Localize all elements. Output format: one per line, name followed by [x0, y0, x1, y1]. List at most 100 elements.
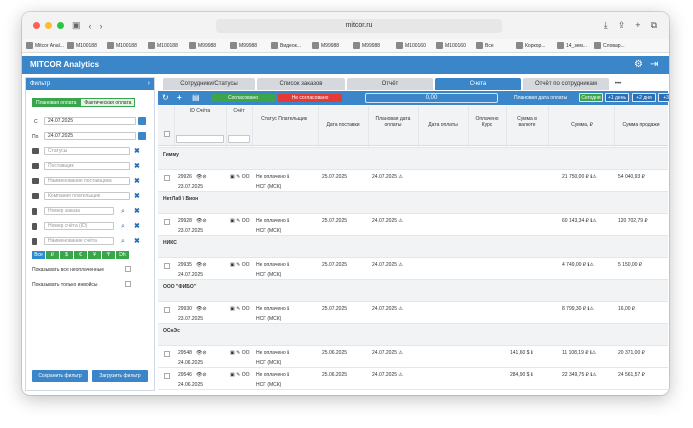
bookmark-item[interactable]: Словар... [594, 42, 625, 49]
table-row[interactable]: 29930 👁⊘ 23.07.2025 ▣ ✎ ОО Не оплачено ℹ НСГ … [158, 301, 668, 323]
supplier-group-header[interactable]: Гимму [158, 147, 668, 169]
table-row[interactable]: 29548 👁⊘ 24.06.2025 ▣ ✎ ОО Не оплачено ℹ НСГ … [158, 345, 668, 367]
tab-staff-report[interactable]: Отчёт по сотрудникам [523, 78, 609, 90]
row-checkbox[interactable] [164, 307, 170, 313]
col-invoice-id[interactable]: ID Счёта [189, 108, 211, 114]
bookmark-item[interactable]: M100188 [148, 42, 178, 49]
tab-more-button[interactable]: ••• [614, 81, 622, 87]
currency-button[interactable]: Dh [116, 251, 129, 259]
tab-staff-statuses[interactable]: Сотрудники/Статусы [163, 78, 255, 90]
today-button[interactable]: Сегодня [579, 93, 603, 102]
bookmark-item[interactable]: M99988 [189, 42, 216, 49]
plus-one-day-button[interactable]: +1 день [605, 93, 629, 102]
plus-two-days-button[interactable]: +2 дня [632, 93, 656, 102]
invoice-actions-icon[interactable]: ▣ ✎ ОО [230, 174, 250, 180]
show-unpaid-checkbox[interactable] [125, 266, 131, 272]
invoice-actions-icon[interactable]: ▣ ✎ ОО [230, 218, 250, 224]
invoice-id-filter[interactable] [176, 135, 224, 143]
chevron-right-icon[interactable]: › [147, 80, 150, 87]
invoice-actions-icon[interactable]: ▣ ✎ ОО [230, 372, 250, 378]
search-icon[interactable]: ⌕ [121, 223, 125, 230]
calendar-icon[interactable] [138, 132, 146, 140]
bookmark-item[interactable]: 14_зем... [557, 42, 587, 49]
bookmark-item[interactable]: M100160 [436, 42, 466, 49]
new-tab-icon[interactable]: + [635, 20, 641, 30]
bookmark-item[interactable]: M99988 [353, 42, 380, 49]
table-row[interactable]: 29935 👁⊘ 24.07.2025 ▣ ✎ ОО Не оплачено ℹ НСГ … [158, 257, 668, 279]
row-checkbox[interactable] [164, 175, 170, 181]
load-filter-button[interactable]: Загрузить фильтр [92, 370, 148, 382]
save-filter-button[interactable]: Сохранить фильтр [32, 370, 88, 382]
show-invoices-checkbox[interactable] [125, 281, 131, 287]
clear-icon[interactable]: ✖ [134, 163, 140, 170]
invoice-id[interactable]: 29546 [178, 372, 192, 378]
row-checkbox[interactable] [164, 373, 170, 379]
col-sum-sale[interactable]: Сумма продажи [622, 122, 660, 128]
approved-button[interactable]: Согласовано [211, 94, 275, 102]
calendar-icon[interactable] [138, 117, 146, 125]
currency-button[interactable]: € [74, 251, 87, 259]
bookmark-item[interactable]: M100188 [107, 42, 137, 49]
payer-company-input[interactable]: Компания плательщик [44, 192, 130, 200]
bookmark-item[interactable]: M100160 [396, 42, 426, 49]
row-checkbox[interactable] [164, 351, 170, 357]
tabs-overview-icon[interactable]: ⧉ [650, 20, 657, 30]
table-row[interactable]: 29926 👁⊘ 23.07.2025 ▣ ✎ ОО Не оплачено ℹ НСГ … [158, 169, 668, 191]
clear-icon[interactable]: ✖ [134, 238, 140, 245]
col-planned-date[interactable]: Плановая дата оплаты [375, 116, 411, 128]
invoice-id[interactable]: 29928 [178, 218, 192, 224]
date-to-input[interactable]: 24.07.2025 [44, 132, 136, 140]
currency-button[interactable]: ₸ [102, 251, 115, 259]
close-window-button[interactable] [33, 22, 40, 29]
actual-payment-button[interactable]: Фактическая оплата [80, 98, 136, 107]
invoice-actions-icon[interactable]: ▣ ✎ ОО [230, 262, 250, 268]
download-icon[interactable]: ⤓ [603, 20, 608, 30]
minimize-window-button[interactable] [45, 22, 52, 29]
col-delivery-date[interactable]: Дата поставки [326, 122, 360, 128]
clear-icon[interactable]: ✖ [134, 148, 140, 155]
sidebar-toggle-icon[interactable]: ▣ [72, 20, 81, 30]
clear-icon[interactable]: ✖ [134, 208, 140, 215]
bookmark-item[interactable]: Видеок... [271, 42, 301, 49]
view-cancel-icon[interactable]: 👁⊘ [196, 306, 207, 312]
not-approved-button[interactable]: Не согласовано [278, 94, 342, 102]
bookmark-item[interactable]: M99988 [312, 42, 339, 49]
invoice-id[interactable]: 29548 [178, 350, 192, 356]
col-sum-rub[interactable]: Сумма, ₽ [571, 122, 593, 128]
gear-icon[interactable]: ⚙ [634, 59, 643, 70]
document-icon[interactable]: ▤ [192, 93, 200, 102]
col-sum-currency[interactable]: Сумма в валюте [517, 116, 537, 128]
planned-payment-button[interactable]: Плановая оплата [32, 98, 81, 107]
clear-icon[interactable]: ✖ [134, 223, 140, 230]
tab-invoices[interactable]: Счета [435, 78, 521, 90]
view-cancel-icon[interactable]: 👁⊘ [196, 262, 207, 268]
currency-button[interactable]: Все [32, 251, 45, 259]
bookmark-item[interactable]: Коркор... [516, 42, 545, 49]
row-checkbox[interactable] [164, 219, 170, 225]
select-all-checkbox[interactable] [164, 131, 170, 137]
table-row[interactable]: 29928 👁⊘ 23.07.2025 ▣ ✎ ОО Не оплачено ℹ НСГ … [158, 213, 668, 235]
currency-button[interactable]: $ [60, 251, 73, 259]
statuses-input[interactable]: Статусы [44, 147, 130, 155]
currency-button[interactable]: ₽ [46, 251, 59, 259]
address-bar[interactable]: mitcor.ru [216, 19, 502, 33]
forward-icon[interactable]: › [99, 20, 103, 31]
currency-button[interactable]: ¥ [88, 251, 101, 259]
col-invoice[interactable]: Счёт [233, 108, 245, 114]
share-icon[interactable]: ⇪ [617, 20, 626, 30]
row-checkbox[interactable] [164, 263, 170, 269]
invoice-id-input[interactable]: Номер счёта (ID) [44, 222, 114, 230]
search-icon[interactable]: ⌕ [121, 238, 125, 245]
filter-header[interactable]: Фильтр › [26, 78, 154, 90]
invoice-name-input[interactable]: Наименование счёта [44, 237, 114, 245]
clear-icon[interactable]: ✖ [134, 178, 140, 185]
order-number-input[interactable]: Номер заказа [44, 207, 114, 215]
maximize-window-button[interactable] [57, 22, 64, 29]
view-cancel-icon[interactable]: 👁⊘ [196, 218, 207, 224]
bookmark-item[interactable]: Mitcor Anal... [26, 42, 64, 49]
bookmark-item[interactable]: Все [476, 42, 494, 49]
bookmark-item[interactable]: M99988 [230, 42, 257, 49]
search-icon[interactable]: ⌕ [121, 208, 125, 215]
view-cancel-icon[interactable]: 👁⊘ [196, 372, 207, 378]
